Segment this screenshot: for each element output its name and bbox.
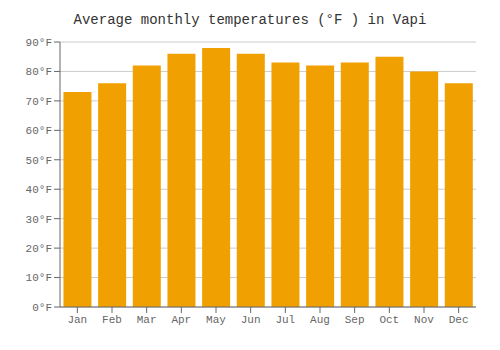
svg-text:Jan: Jan	[67, 314, 87, 326]
svg-text:90°F: 90°F	[26, 37, 52, 49]
svg-text:80°F: 80°F	[26, 66, 52, 78]
svg-text:Nov: Nov	[414, 314, 434, 326]
svg-text:Oct: Oct	[379, 314, 399, 326]
svg-text:Dec: Dec	[449, 314, 469, 326]
svg-text:May: May	[206, 314, 226, 326]
svg-text:10°F: 10°F	[26, 272, 52, 284]
svg-text:70°F: 70°F	[26, 96, 52, 108]
html-text:Average monthly temperatures (: Average monthly temperatures (°F ) in Va…	[73, 12, 427, 28]
svg-text:Sep: Sep	[345, 314, 365, 326]
svg-text:60°F: 60°F	[26, 125, 52, 137]
svg-text:Jul: Jul	[275, 314, 295, 326]
svg-text:Mar: Mar	[137, 314, 157, 326]
svg-text:40°F: 40°F	[26, 184, 52, 196]
svg-text:Apr: Apr	[171, 314, 191, 326]
svg-text:0°F: 0°F	[32, 302, 52, 314]
svg-text:Aug: Aug	[310, 314, 330, 326]
svg-text:Feb: Feb	[102, 314, 122, 326]
svg-text:50°F: 50°F	[26, 155, 52, 167]
svg-text:30°F: 30°F	[26, 214, 52, 226]
svg-text:Jun: Jun	[241, 314, 261, 326]
svg-text:20°F: 20°F	[26, 243, 52, 255]
